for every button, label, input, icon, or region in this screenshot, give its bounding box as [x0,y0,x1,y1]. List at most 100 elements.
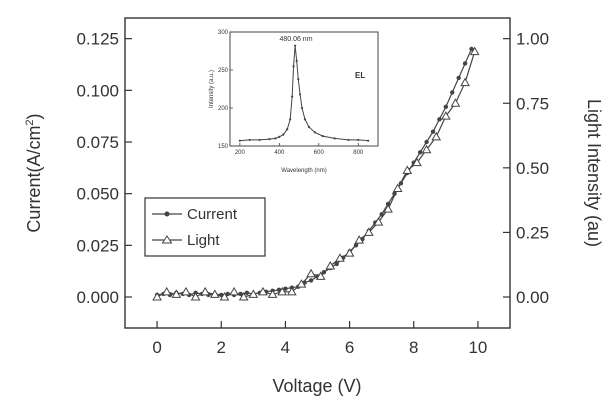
inset-x-axis-label: Wavelength (nm) [281,168,326,174]
axis-ticks: 0 2 4 6 8 10 0.000 0.025 0.050 0.075 0.100 0.125 0.0… [76,30,549,357]
light-point [363,227,374,236]
inset-y-tick-label: 300 [218,30,229,36]
light-point [373,217,384,226]
inset-spectrum-point [307,125,311,129]
inset-spectrum-point [333,137,336,140]
light-point [421,144,432,154]
legend-current-label: Current [187,206,238,223]
current-point [443,104,449,110]
light-point [450,98,461,107]
inset-spectrum-point [258,138,261,142]
y-left-tick-label: 0.050 [76,185,119,204]
inset-x-tick-label: 400 [274,150,285,156]
inset-spectrum-point [367,139,370,142]
current-point [430,129,436,134]
legend-light-marker [161,235,173,244]
inset-spectrum-point [303,118,307,121]
y-left-tick-label: 0.075 [76,133,119,152]
inset-spectrum-point [295,59,298,62]
light-point [238,291,249,301]
light-point [286,286,297,296]
light-point [248,289,259,298]
legend: Current Light [144,197,266,257]
y-left-tick-label: 0.025 [76,236,119,255]
inset-spectrum-point [268,138,271,141]
y-right-tick-label: 0.50 [516,159,549,178]
light-point [277,286,288,296]
x-tick-label: 6 [345,338,354,357]
x-tick-label: 10 [468,338,487,357]
inset-spectrum-point [357,138,360,142]
inset-spectrum-point [313,131,316,134]
inset-spectrum-point [274,137,277,140]
light-point [402,165,413,174]
inset-frame [229,31,379,147]
inset-spectrum-point [298,93,302,96]
light-point [383,204,393,213]
x-tick-label: 2 [217,338,226,357]
inset-spectrum-point [286,128,289,131]
inset-y-tick-label: 250 [218,68,229,74]
light-point [190,291,201,301]
current-point [283,286,288,291]
legend-light-label: Light [187,232,220,249]
current-point [456,75,461,81]
inset-y-tick-label: 150 [218,144,229,150]
light-point [469,46,480,56]
inset-spectrum-point [278,135,281,138]
inset-spectrum-point [321,135,324,138]
current-point [424,139,429,145]
light-point [325,260,336,270]
y-left-tick-label: 0.000 [76,288,119,307]
inset-layer: 200 400 600 800 150 200 250 300 [218,30,370,156]
series-line-light [156,51,476,298]
y-left-tick-label: 0.100 [76,81,119,100]
light-point [296,279,307,288]
inset-x-tick-label: 200 [235,150,246,156]
y-left-tick-label: 0.125 [76,30,119,49]
x-tick-label: 0 [152,338,161,357]
y-axis-left-label-text: Current(A/cm [24,126,44,233]
inset-spectrum-point [289,118,292,121]
light-point [440,111,451,120]
light-point [219,291,230,301]
x-axis-label: Voltage (V) [272,376,361,396]
current-point [462,61,468,66]
light-point [181,286,191,296]
inset-spectrum-point [292,65,295,68]
y-right-tick-label: 0.25 [516,223,549,242]
inset-y-axis-label: Intensity (a.u.) [209,70,215,108]
x-tick-label: 4 [281,338,290,357]
y-axis-left-label: Current(A/cm2) [24,113,44,232]
inset-spectrum-point [282,133,285,136]
inset-spectrum-point [248,138,251,142]
inset-el-label: EL [355,71,365,80]
y-axis-left-label-sup: 2 [24,119,36,125]
light-point [412,157,422,167]
plot-frame [124,17,511,329]
light-point [335,253,345,262]
light-point [152,291,162,301]
light-point [267,289,278,298]
current-point [334,261,339,267]
light-point [354,235,365,244]
current-point [308,278,314,283]
light-point [315,271,326,280]
y-right-tick-label: 1.00 [516,30,549,49]
y-axis-left-label-close: ) [24,113,44,119]
current-point [450,90,455,95]
inset-spectrum-point [291,95,294,98]
inset-peak-annotation: 480.06 nm [279,36,312,43]
inset-spectrum-point [347,138,350,142]
x-tick-label: 8 [409,338,418,357]
light-point [171,289,182,298]
legend-current-marker [164,211,170,217]
light-point [431,131,442,141]
y-right-tick-label: 0.00 [516,288,549,307]
series-layer [152,46,480,301]
inset-spectrum-point [294,44,297,47]
current-point [417,150,423,155]
light-point [258,286,268,296]
inset-spectrum-point [297,78,300,81]
